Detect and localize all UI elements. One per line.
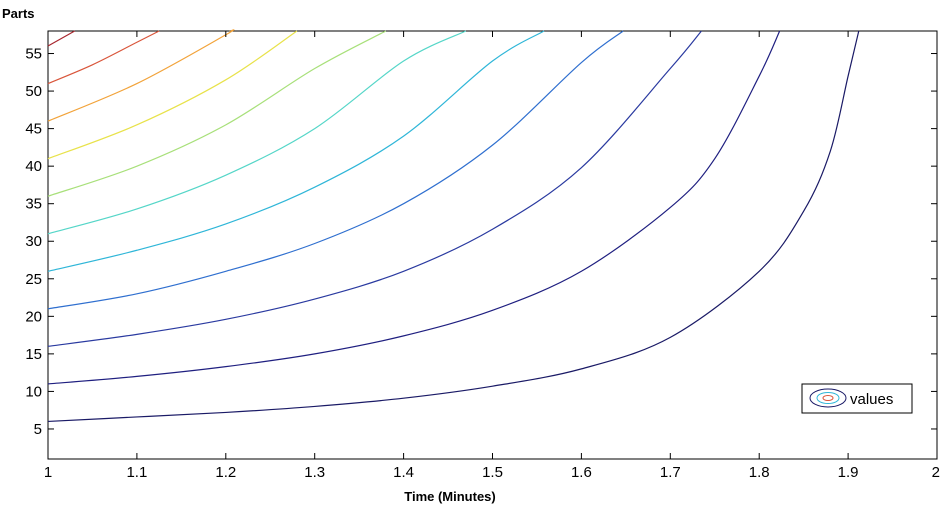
x-tick-label: 1.3 <box>304 464 325 481</box>
contour-line-4 <box>47 30 624 310</box>
contour-line-2 <box>47 30 781 385</box>
x-tick-label: 1.5 <box>482 464 503 481</box>
x-tick-label: 1.2 <box>215 464 236 481</box>
y-tick-label: 20 <box>25 308 42 325</box>
legend: values <box>801 383 913 414</box>
contour-line-3 <box>47 30 702 347</box>
contour-line-11 <box>47 30 75 47</box>
y-tick-label: 35 <box>25 196 42 213</box>
y-tick-label: 50 <box>25 83 42 100</box>
contour-line-9 <box>47 29 235 122</box>
y-tick-label: 10 <box>25 383 42 400</box>
y-tick-label: 40 <box>25 158 42 175</box>
y-tick-label: 25 <box>25 271 42 288</box>
x-tick-label: 1.6 <box>571 464 592 481</box>
contour-line-6 <box>47 30 467 235</box>
contour-line-7 <box>47 30 387 197</box>
contour-lines <box>47 29 860 423</box>
contour-line-1 <box>47 30 860 423</box>
y-tick-label: 30 <box>25 233 42 250</box>
legend-contour-icon <box>809 388 847 408</box>
contour-line-5 <box>47 30 545 272</box>
contour-line-8 <box>47 30 298 160</box>
x-tick-label: 1.4 <box>393 464 414 481</box>
x-axis-ticks: 1 1.1 1.2 1.3 1.4 1.5 1.6 1.7 1.8 1.9 2 <box>44 31 940 481</box>
y-tick-label: 55 <box>25 46 42 63</box>
x-tick-label: 1.1 <box>126 464 147 481</box>
plot-area <box>47 30 938 460</box>
y-axis-title: Parts <box>2 6 35 21</box>
y-tick-label: 5 <box>34 421 42 438</box>
x-axis-title: Time (Minutes) <box>404 489 496 504</box>
y-tick-label: 15 <box>25 346 42 363</box>
legend-box <box>801 383 913 414</box>
x-tick-label: 1.9 <box>838 464 859 481</box>
x-tick-label: 2 <box>932 464 940 481</box>
legend-label: values <box>850 391 893 408</box>
x-tick-label: 1.8 <box>749 464 770 481</box>
y-axis-ticks: 5 10 15 20 25 30 35 40 45 50 55 <box>25 46 937 438</box>
contour-line-10 <box>47 30 160 85</box>
x-tick-label: 1.7 <box>660 464 681 481</box>
x-tick-label: 1 <box>44 464 52 481</box>
y-tick-label: 45 <box>25 121 42 138</box>
